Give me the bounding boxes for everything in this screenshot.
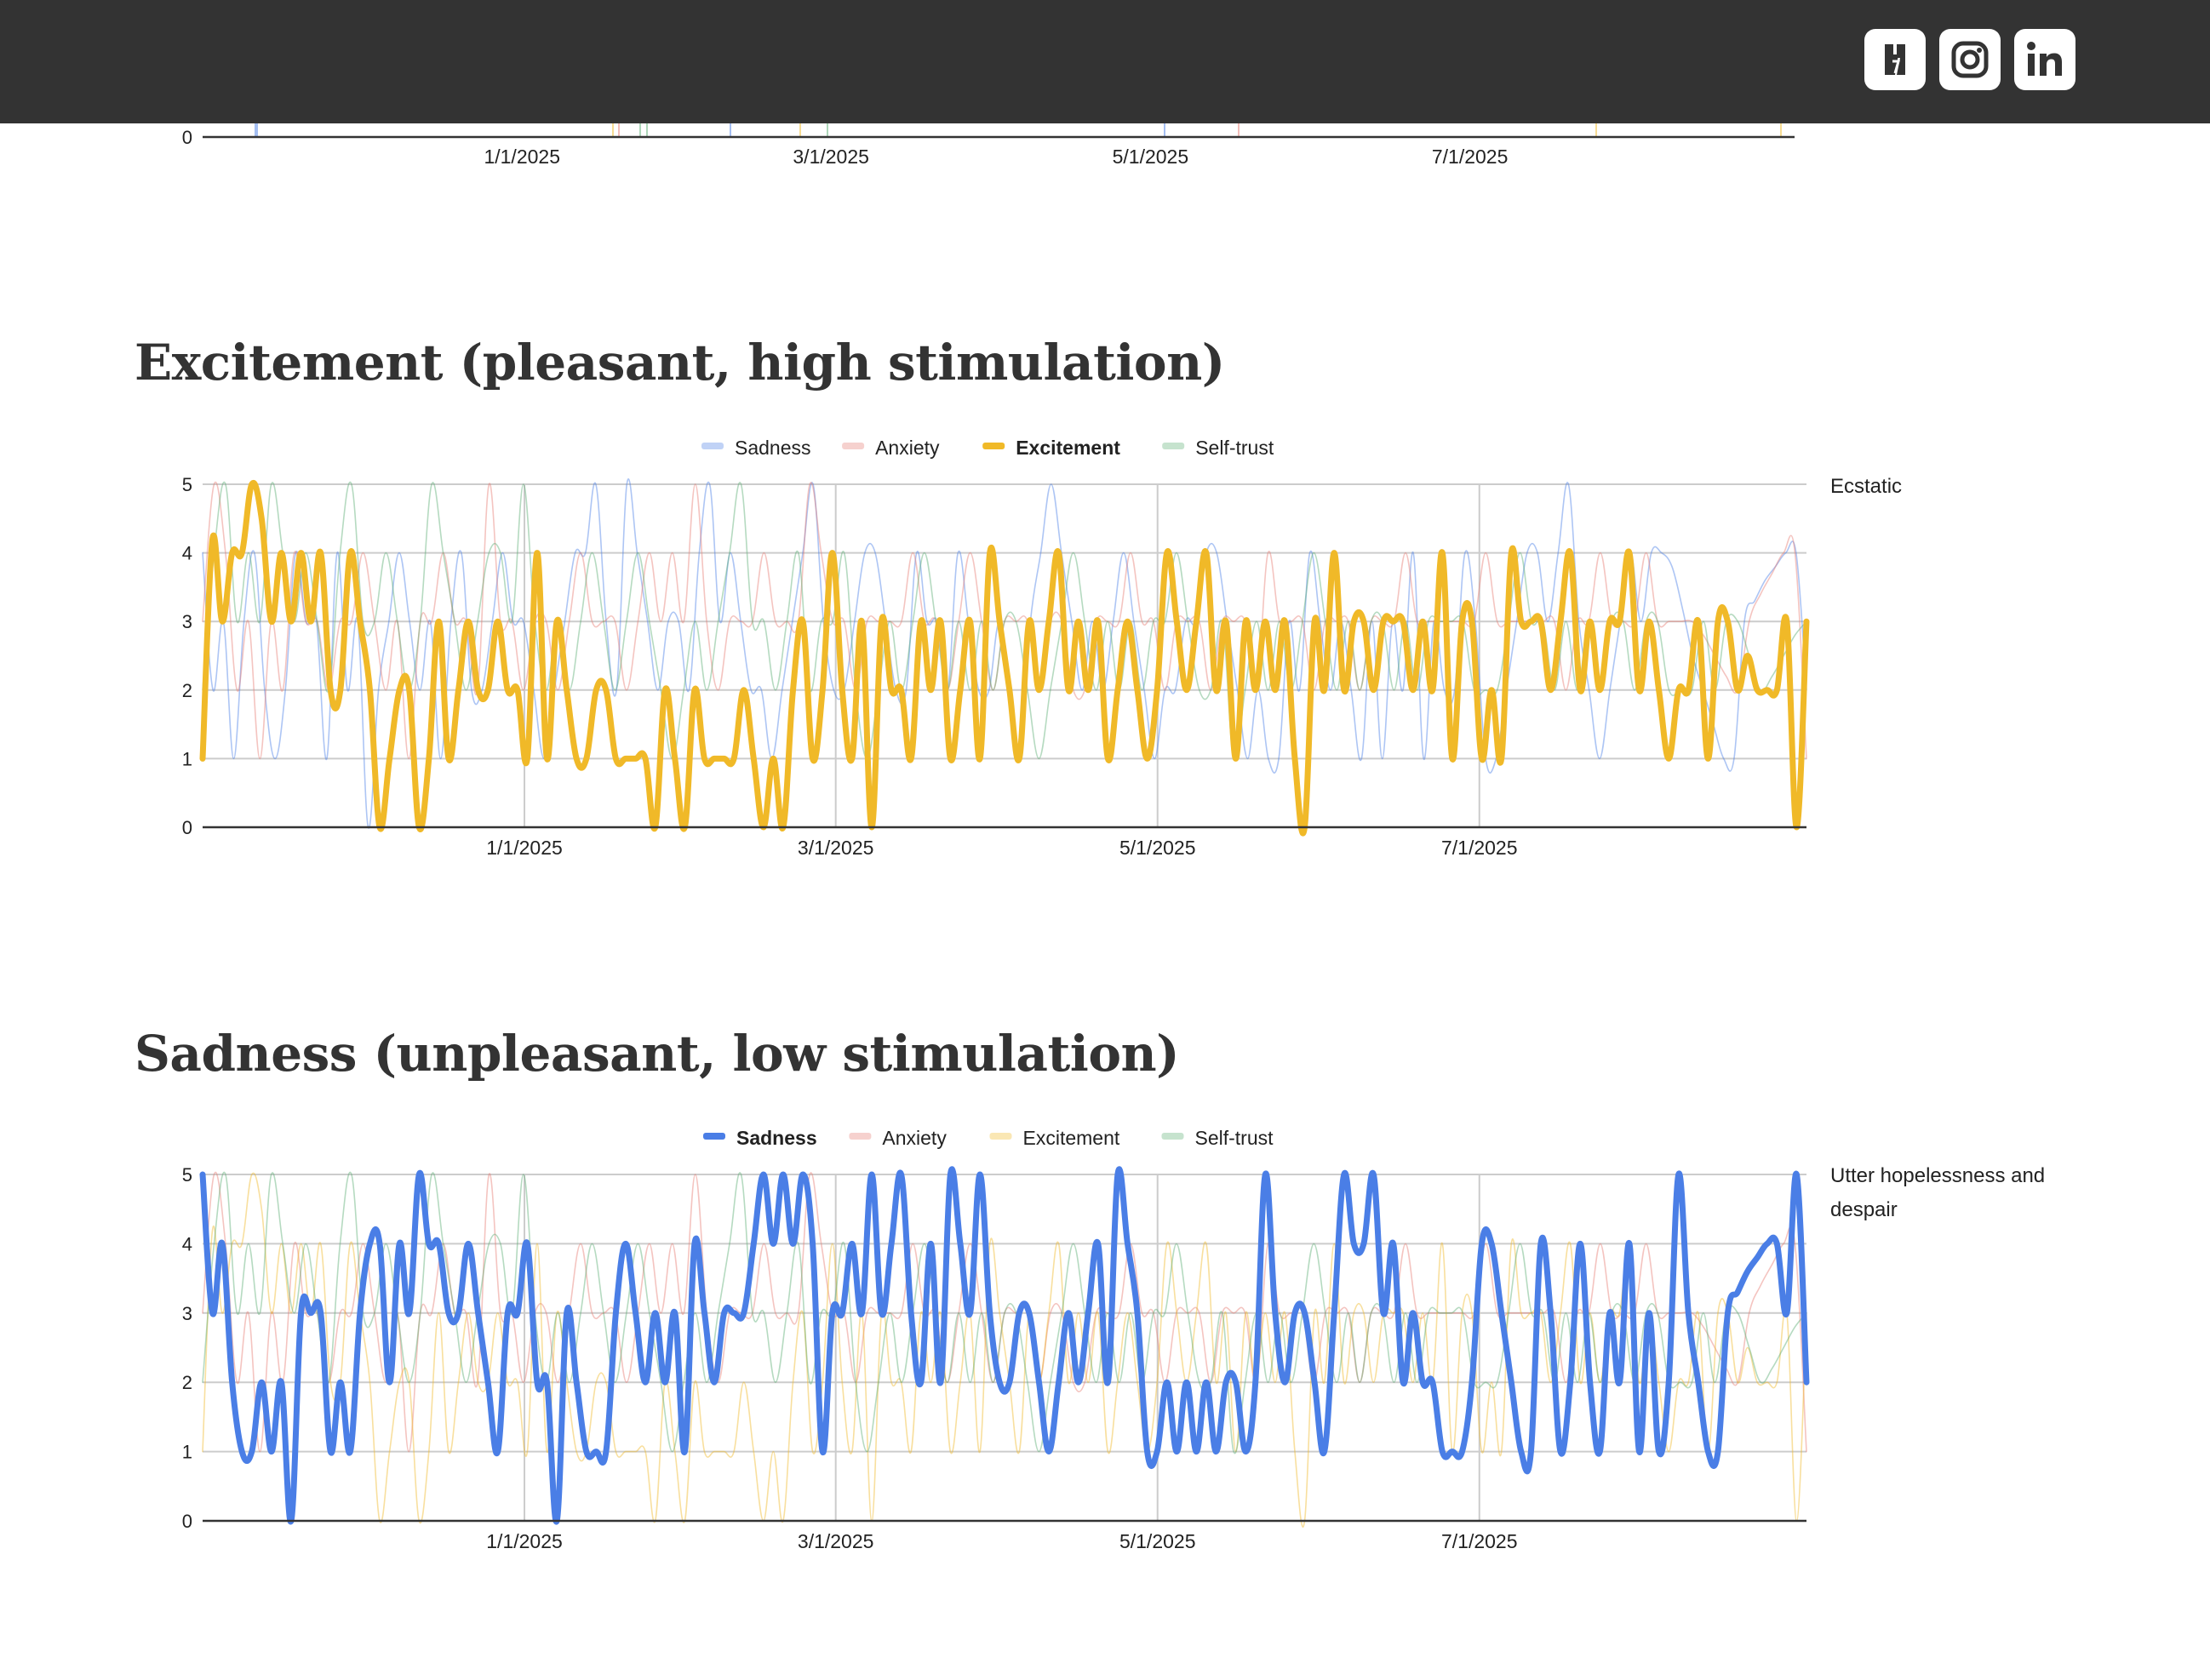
legend-swatch — [842, 443, 865, 449]
series-line-self-trust — [202, 1171, 1807, 1454]
y-tick-label: 4 — [182, 1233, 192, 1254]
x-tick-label: 7/1/2025 — [1441, 837, 1518, 859]
y-tick-label: 3 — [182, 611, 192, 632]
y-tick-label: 0 — [182, 1511, 192, 1532]
legend-swatch — [701, 443, 724, 449]
x-tick-label: 1/1/2025 — [484, 146, 560, 168]
y-tick-label: 5 — [182, 1164, 192, 1186]
x-tick-label: 7/1/2025 — [1432, 146, 1509, 168]
hashnode-icon[interactable] — [1864, 29, 1926, 90]
x-tick-label: 7/1/2025 — [1441, 1530, 1518, 1552]
legend-label: Anxiety — [875, 437, 940, 459]
excitement-section-title: Excitement (pleasant, high stimulation) — [135, 334, 1225, 391]
partial-chart: 0 1/1/2025 3/1/2025 5/1/2025 7/1/2025 — [182, 123, 1795, 168]
legend-swatch — [849, 1133, 872, 1140]
instagram-icon[interactable] — [1939, 29, 2001, 90]
x-tick-label: 1/1/2025 — [486, 1530, 563, 1552]
y-tick-label: 1 — [182, 748, 192, 769]
chart-legend[interactable]: Sadness Anxiety Excitement Self-trust — [701, 437, 1274, 459]
y-tick-label: 2 — [182, 680, 192, 701]
x-tick-label: 3/1/2025 — [793, 146, 869, 168]
y-tick-label: 5 — [182, 474, 192, 495]
y-tick-label: 2 — [182, 1372, 192, 1393]
legend-swatch — [989, 1133, 1012, 1140]
legend-swatch — [1161, 1133, 1184, 1140]
y-tick-label: 0 — [182, 127, 192, 148]
legend-label: Excitement — [1023, 1127, 1120, 1149]
x-tick-label: 1/1/2025 — [486, 837, 563, 859]
y-tick-label: 3 — [182, 1303, 192, 1324]
legend-label: Sadness — [736, 1127, 817, 1149]
excitement-chart: 0 1 2 3 4 5 1/1/2025 3/1/2025 5/1/2025 7/1/2025 Sa… — [182, 437, 1810, 859]
excitement-annotation: Ecstatic — [1830, 475, 1903, 498]
sadness-annotation: Utter hopelessness and despair — [1830, 1164, 2046, 1221]
series-line-sadness — [202, 478, 1807, 829]
sadness-section-title: Sadness (unpleasant, low stimulation) — [135, 1025, 1180, 1083]
legend-label: Excitement — [1016, 437, 1120, 459]
site-header — [0, 0, 2210, 123]
legend-swatch — [1162, 443, 1185, 449]
x-tick-label: 5/1/2025 — [1113, 146, 1189, 168]
linkedin-icon[interactable] — [2014, 29, 2075, 90]
y-tick-label: 0 — [182, 817, 192, 838]
x-tick-label: 5/1/2025 — [1119, 1530, 1196, 1552]
y-tick-label: 4 — [182, 543, 192, 564]
x-tick-label: 3/1/2025 — [798, 1530, 874, 1552]
legend-label: Self-trust — [1195, 437, 1274, 459]
series-line-excitement — [199, 479, 1810, 837]
y-tick-label: 1 — [182, 1442, 192, 1463]
legend-label: Anxiety — [882, 1127, 947, 1149]
series-line-excitement — [202, 1172, 1807, 1528]
x-tick-label: 5/1/2025 — [1119, 837, 1196, 859]
x-tick-label: 3/1/2025 — [798, 837, 874, 859]
legend-swatch — [982, 443, 1005, 449]
legend-label: Self-trust — [1195, 1127, 1274, 1149]
chart-legend[interactable]: Sadness Anxiety Excitement Self-trust — [703, 1127, 1274, 1149]
sadness-chart: 0 1 2 3 4 5 1/1/2025 3/1/2025 5/1/2025 7/1/2025 Sa… — [182, 1127, 1810, 1552]
series-line-sadness — [199, 1166, 1810, 1525]
legend-swatch — [703, 1133, 725, 1140]
legend-label: Sadness — [735, 437, 811, 459]
